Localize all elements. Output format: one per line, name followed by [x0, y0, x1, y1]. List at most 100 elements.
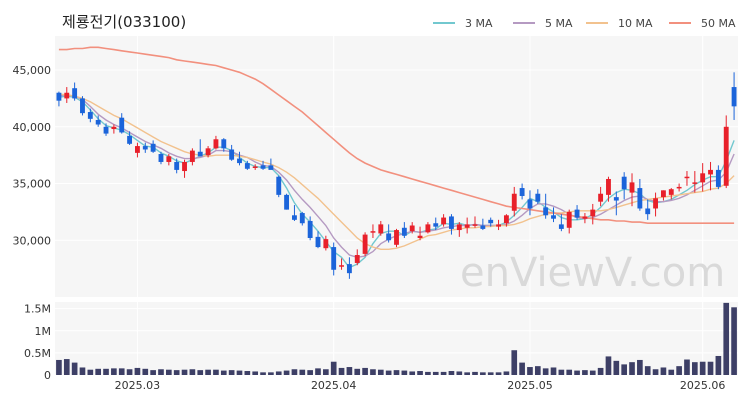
- volume-bar: [197, 370, 204, 375]
- candle-body: [111, 126, 117, 130]
- candle-body: [221, 139, 227, 149]
- candle-body: [323, 239, 329, 249]
- volume-bar: [275, 371, 282, 375]
- volume-bar: [71, 362, 78, 375]
- price-tick-label: 35,000: [13, 178, 52, 191]
- volume-bar: [566, 369, 573, 375]
- candle-body: [401, 227, 407, 236]
- volume-bar: [456, 371, 463, 375]
- volume-bar: [307, 370, 313, 375]
- price-plot-area: [55, 36, 738, 297]
- candle-body: [574, 209, 580, 218]
- candle-body: [142, 146, 148, 150]
- candle-body: [692, 182, 698, 184]
- candle-body: [723, 126, 729, 186]
- candle-body: [80, 98, 85, 114]
- volume-bar: [220, 370, 227, 375]
- volume-bar: [668, 369, 675, 375]
- volume-bar: [173, 370, 180, 375]
- candle-body: [64, 92, 70, 99]
- watermark: enViewV.com: [460, 250, 725, 296]
- volume-bar: [472, 371, 478, 375]
- volume-tick-label: 1M: [35, 325, 52, 338]
- volume-bar: [126, 369, 133, 375]
- candle-body: [103, 126, 109, 134]
- volume-bar: [236, 370, 243, 375]
- candle-body: [370, 231, 376, 233]
- candle-body: [700, 173, 706, 183]
- candle-body: [676, 186, 682, 189]
- volume-bar: [63, 359, 70, 375]
- volume-bar: [244, 371, 251, 375]
- candle-body: [433, 223, 439, 227]
- volume-bar: [480, 372, 486, 375]
- candle-body: [394, 230, 399, 245]
- candle-body: [87, 112, 93, 119]
- volume-tick-label: 1.5M: [24, 303, 51, 316]
- volume-bar: [338, 367, 345, 375]
- date-tick-label: 2025.04: [311, 379, 357, 392]
- candle-body: [464, 224, 470, 228]
- volume-bar: [589, 370, 596, 375]
- candle-body: [582, 216, 588, 219]
- candle-body: [158, 154, 164, 162]
- volume-bar: [56, 359, 62, 375]
- candlesticks: [56, 72, 737, 279]
- date-tick-label: 2025.05: [507, 379, 553, 392]
- volume-bar: [315, 368, 321, 375]
- volume-bar: [432, 371, 439, 375]
- volume-bar: [158, 369, 164, 375]
- volume-bar: [519, 362, 525, 375]
- candle-body: [621, 176, 627, 190]
- candle-body: [72, 88, 78, 99]
- candle-body: [276, 176, 282, 195]
- volume-bar: [582, 370, 588, 375]
- volume-bar: [621, 364, 627, 375]
- candle-body: [519, 188, 525, 197]
- volume-bar: [660, 367, 667, 375]
- volume-bar: [542, 368, 549, 375]
- volume-bar: [362, 367, 368, 375]
- candle-body: [174, 161, 180, 170]
- candle-body: [488, 219, 494, 224]
- candle-body: [134, 146, 140, 153]
- candle-body: [503, 215, 509, 224]
- volume-bar: [495, 372, 502, 375]
- candle-body: [386, 233, 392, 241]
- volume-bar: [464, 372, 470, 375]
- volume-bar: [637, 359, 643, 375]
- candle-body: [197, 151, 203, 157]
- candle-body: [566, 211, 572, 228]
- candle-body: [590, 209, 596, 217]
- volume-bar: [487, 372, 494, 375]
- legend-label: 5 MA: [545, 17, 573, 30]
- candle-body: [496, 224, 501, 227]
- volume-bar: [377, 369, 384, 375]
- volume-bar: [283, 370, 290, 375]
- candle-body: [292, 215, 297, 220]
- volume-bar: [440, 371, 447, 375]
- candle-body: [456, 224, 462, 231]
- volume-bar: [425, 371, 431, 375]
- candle-body: [237, 158, 242, 164]
- legend-label: 10 MA: [618, 17, 653, 30]
- volume-bar: [676, 366, 682, 375]
- candle-body: [668, 189, 674, 195]
- candle-body: [629, 182, 635, 193]
- candle-body: [708, 169, 713, 175]
- volume-bar: [417, 371, 423, 375]
- candle-body: [307, 220, 313, 238]
- volume-bar: [181, 369, 188, 375]
- volume-bar: [260, 372, 266, 375]
- candle-body: [480, 225, 486, 229]
- candle-body: [284, 194, 290, 210]
- volume-bar: [597, 367, 604, 375]
- volume-bar: [605, 356, 612, 375]
- volume-bar: [613, 360, 620, 375]
- price-tick-label: 40,000: [13, 121, 52, 134]
- candle-body: [127, 135, 133, 144]
- volume-bar: [142, 368, 149, 375]
- volume-bar: [574, 370, 580, 375]
- candle-body: [449, 216, 454, 229]
- volume-bar: [723, 302, 730, 375]
